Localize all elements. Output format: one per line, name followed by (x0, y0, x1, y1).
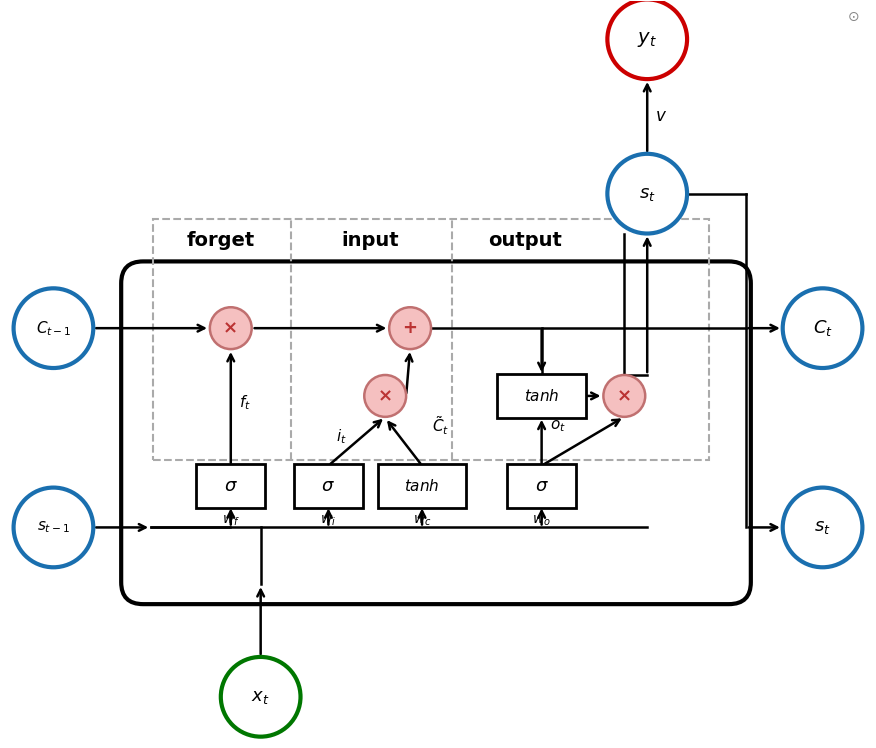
Text: $s_{t-1}$: $s_{t-1}$ (37, 520, 70, 536)
Text: ×: × (617, 387, 632, 405)
Circle shape (14, 288, 93, 368)
Text: $tanh$: $tanh$ (524, 388, 560, 404)
Text: $C_{t-1}$: $C_{t-1}$ (36, 319, 71, 337)
FancyBboxPatch shape (196, 464, 265, 507)
Circle shape (210, 307, 251, 349)
Text: $\sigma$: $\sigma$ (224, 476, 237, 494)
Circle shape (607, 154, 687, 233)
Text: $s_t$: $s_t$ (639, 185, 655, 203)
Text: $w_i$: $w_i$ (321, 513, 336, 528)
FancyBboxPatch shape (498, 374, 586, 418)
FancyBboxPatch shape (378, 464, 466, 507)
Text: ×: × (223, 319, 238, 337)
Text: $x_t$: $x_t$ (251, 688, 270, 706)
Circle shape (389, 307, 431, 349)
Text: $o_t$: $o_t$ (549, 418, 565, 434)
Text: $v$: $v$ (655, 108, 668, 126)
Text: $w_f$: $w_f$ (222, 513, 240, 528)
Text: $\sigma$: $\sigma$ (321, 476, 336, 494)
Circle shape (783, 488, 862, 567)
Text: $C_t$: $C_t$ (813, 318, 832, 338)
Circle shape (221, 657, 300, 737)
Text: input: input (342, 231, 399, 250)
Text: ×: × (378, 387, 392, 405)
Text: forget: forget (187, 231, 255, 250)
Text: $tanh$: $tanh$ (404, 477, 440, 494)
Text: output: output (488, 231, 562, 250)
Circle shape (14, 488, 93, 567)
FancyBboxPatch shape (121, 261, 751, 604)
Text: $s_t$: $s_t$ (814, 518, 831, 536)
Circle shape (607, 0, 687, 79)
Circle shape (783, 288, 862, 368)
Text: ⊙: ⊙ (848, 10, 859, 25)
Text: $w_o$: $w_o$ (533, 513, 551, 528)
FancyBboxPatch shape (294, 464, 363, 507)
Text: $i_t$: $i_t$ (336, 427, 347, 446)
Text: +: + (403, 319, 418, 337)
Circle shape (364, 375, 406, 417)
Circle shape (604, 375, 646, 417)
Text: $\sigma$: $\sigma$ (534, 476, 548, 494)
Text: $y_t$: $y_t$ (638, 30, 657, 49)
Text: $f_t$: $f_t$ (239, 393, 251, 411)
FancyBboxPatch shape (507, 464, 576, 507)
Text: $\tilde{C}_t$: $\tilde{C}_t$ (432, 414, 449, 437)
Text: $w_c$: $w_c$ (413, 513, 431, 528)
